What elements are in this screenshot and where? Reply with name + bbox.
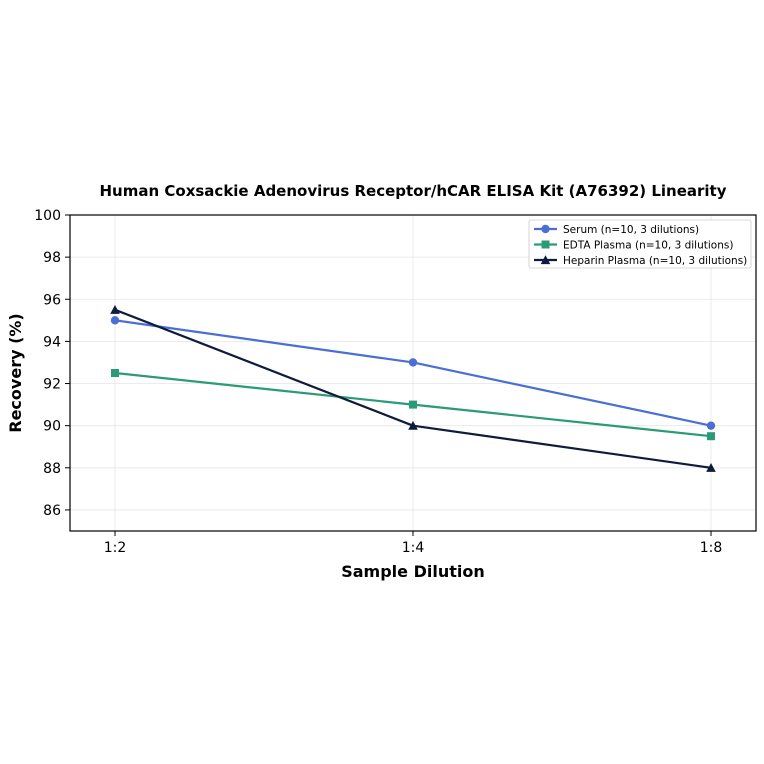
legend-item: Heparin Plasma (n=10, 3 dilutions) [534, 255, 747, 267]
y-axis-ticks: 86 88 90 92 94 96 98 100 [34, 208, 70, 519]
legend-box [528, 219, 752, 269]
legend-item: Serum (n=10, 3 dilutions) [534, 224, 699, 236]
y-tick-label: 98 [43, 250, 61, 266]
data-point [707, 432, 715, 441]
legend-label: Serum (n=10, 3 dilutions) [563, 224, 699, 236]
legend-item: EDTA Plasma (n=10, 3 dilutions) [534, 240, 733, 252]
series-layer [110, 305, 716, 472]
chart-title: Human Coxsackie Adenovirus Receptor/hCAR… [100, 182, 727, 200]
data-point [408, 420, 418, 430]
series-1 [110, 316, 716, 430]
x-axis-ticks: 1:2 1:4 1:8 [104, 531, 723, 556]
y-tick-label: 90 [43, 419, 61, 435]
legend-label: EDTA Plasma (n=10, 3 dilutions) [563, 240, 733, 252]
x-axis-label: Sample Dilution [341, 562, 485, 581]
data-point [110, 316, 120, 325]
y-tick-label: 86 [43, 503, 61, 519]
x-tick-label: 1:4 [402, 540, 425, 556]
x-tick-label: 1:2 [104, 540, 127, 556]
series-2 [111, 369, 715, 441]
y-tick-label: 94 [43, 334, 61, 350]
legend-marker [541, 240, 550, 249]
series-3 [110, 305, 716, 472]
data-point [110, 305, 120, 314]
legend-label: Heparin Plasma (n=10, 3 dilutions) [563, 255, 747, 267]
y-tick-label: 92 [43, 377, 61, 393]
data-point [706, 463, 716, 472]
y-tick-label: 96 [43, 292, 61, 308]
x-tick-label: 1:8 [700, 540, 723, 556]
data-point [111, 369, 119, 377]
data-point [408, 358, 418, 367]
y-axis-label: Recovery (%) [6, 313, 25, 432]
legend: Serum (n=10, 3 dilutions) EDTA Plasma (n=… [528, 219, 752, 269]
legend-marker [540, 255, 551, 265]
y-tick-label: 100 [34, 208, 61, 224]
data-point [409, 400, 417, 409]
legend-marker [541, 224, 550, 234]
y-tick-label: 88 [43, 461, 61, 477]
data-point [706, 421, 716, 430]
